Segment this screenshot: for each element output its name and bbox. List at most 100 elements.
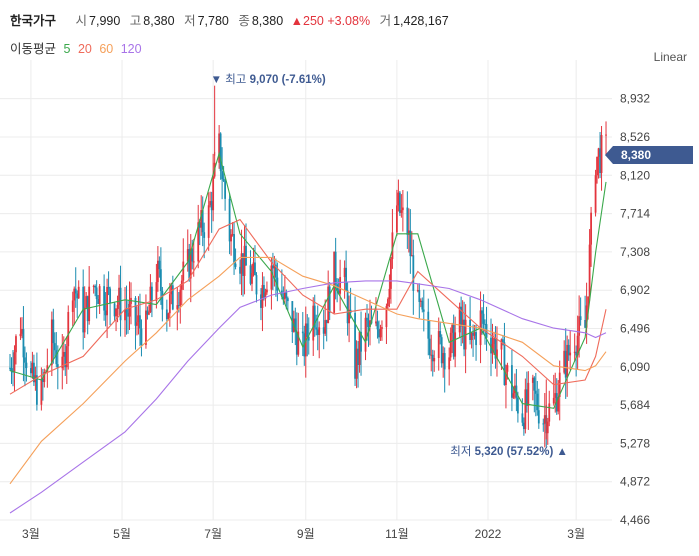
candle-body [115,308,117,317]
candle-body [563,350,566,373]
candle-body [506,365,509,372]
candle-body [170,285,173,295]
candle-body [165,309,168,320]
candle-body [10,368,13,372]
current-price-tag: 8,380 [605,146,693,164]
candle-body [222,179,225,181]
candle-body [448,357,451,370]
candle-body [15,336,17,353]
moving-average-legend[interactable]: 이동평균 5 20 60 120 [10,38,146,57]
candle-body [200,210,203,228]
candle-body [177,305,180,307]
candle-body [266,289,268,293]
x-tick-label: 9월 [297,527,315,541]
candle-body [146,310,149,315]
candle-body [409,230,412,257]
ma-120-label[interactable]: 120 [120,42,142,56]
candle-body [496,349,498,359]
candle-body [127,312,129,317]
high-annotation: ▼ 최고 9,070 (-7.61%) [211,71,326,87]
candle-body [324,320,327,334]
candle-body [106,286,108,316]
candle-body [318,327,321,335]
x-tick-label: 2022 [475,527,502,541]
candle-body [312,305,315,341]
candle-body [159,269,162,291]
candle-body [104,310,107,316]
candle-body [546,421,549,434]
candle-body [301,331,304,334]
candle-body [62,352,65,357]
candle-body [406,207,409,235]
candle-body [511,365,513,398]
candle-body [460,306,463,327]
candle-body [421,300,424,310]
candle-body [156,260,159,283]
candle-body [490,337,492,354]
candle-body [140,328,143,345]
candle-body [358,331,361,365]
scale-toggle-label[interactable]: Linear [653,50,687,64]
candle-body [442,353,445,364]
candle-body [224,180,227,199]
candle-body [543,415,546,424]
candle-body [83,307,86,333]
candle-body [584,320,587,328]
volume-value: 1,428,167 [393,14,449,28]
candle-body [542,423,545,425]
candle-body [567,344,570,356]
ma-5-label[interactable]: 5 [63,42,71,56]
candle-body [67,311,70,347]
candle-body [588,244,591,297]
candle-body [230,234,232,242]
candle-body [30,368,32,374]
candle-body [294,318,297,332]
candle-body [433,357,436,362]
candle-body [437,331,440,358]
candle-body [548,403,551,422]
candle-body [203,232,206,238]
candle-body [43,371,46,382]
candle-body [343,267,346,278]
candle-body [98,286,101,305]
candle-body [55,350,58,365]
close-value: 8,380 [251,14,284,28]
candle-body [76,293,79,299]
candle-body [337,290,340,294]
ma-20-label[interactable]: 20 [77,42,92,56]
candle-body [552,397,555,404]
candle-body [587,296,589,306]
candle-body [103,286,106,311]
candle-body [252,262,255,274]
moving-average-title: 이동평균 [10,42,57,56]
candle-body [537,410,540,424]
ma-60-label[interactable]: 60 [99,42,114,56]
candle-body [180,280,183,290]
candle-body [95,287,98,300]
low-annotation: 최저 5,320 (57.52%) ▲ [450,443,568,459]
candle-body [313,305,316,328]
open-value: 7,990 [89,14,121,28]
candle-body [407,230,410,235]
y-tick-label: 5,684 [620,398,650,412]
candle-body [419,300,422,302]
candle-body [65,346,68,368]
candle-body [41,378,44,382]
candle-body [291,301,294,332]
candle-body [327,286,330,324]
y-tick-label: 4,466 [620,513,650,527]
scale-toggle[interactable]: Linear [654,50,687,64]
candle-body [218,133,221,163]
candle-body [473,332,476,336]
candle-body [191,248,194,262]
candle-body [119,287,122,321]
chart-header: 한국가구 시 7,990 고 8,380 저 7,780 종 8,380 ▲250 +3… [10,10,449,29]
high-label: 고 [129,14,142,28]
y-tick-label: 7,308 [620,245,650,259]
candle-body [558,372,561,397]
candle-body [254,262,256,276]
candle-body [285,292,288,299]
candle-body [107,286,110,289]
candle-body [494,338,497,359]
